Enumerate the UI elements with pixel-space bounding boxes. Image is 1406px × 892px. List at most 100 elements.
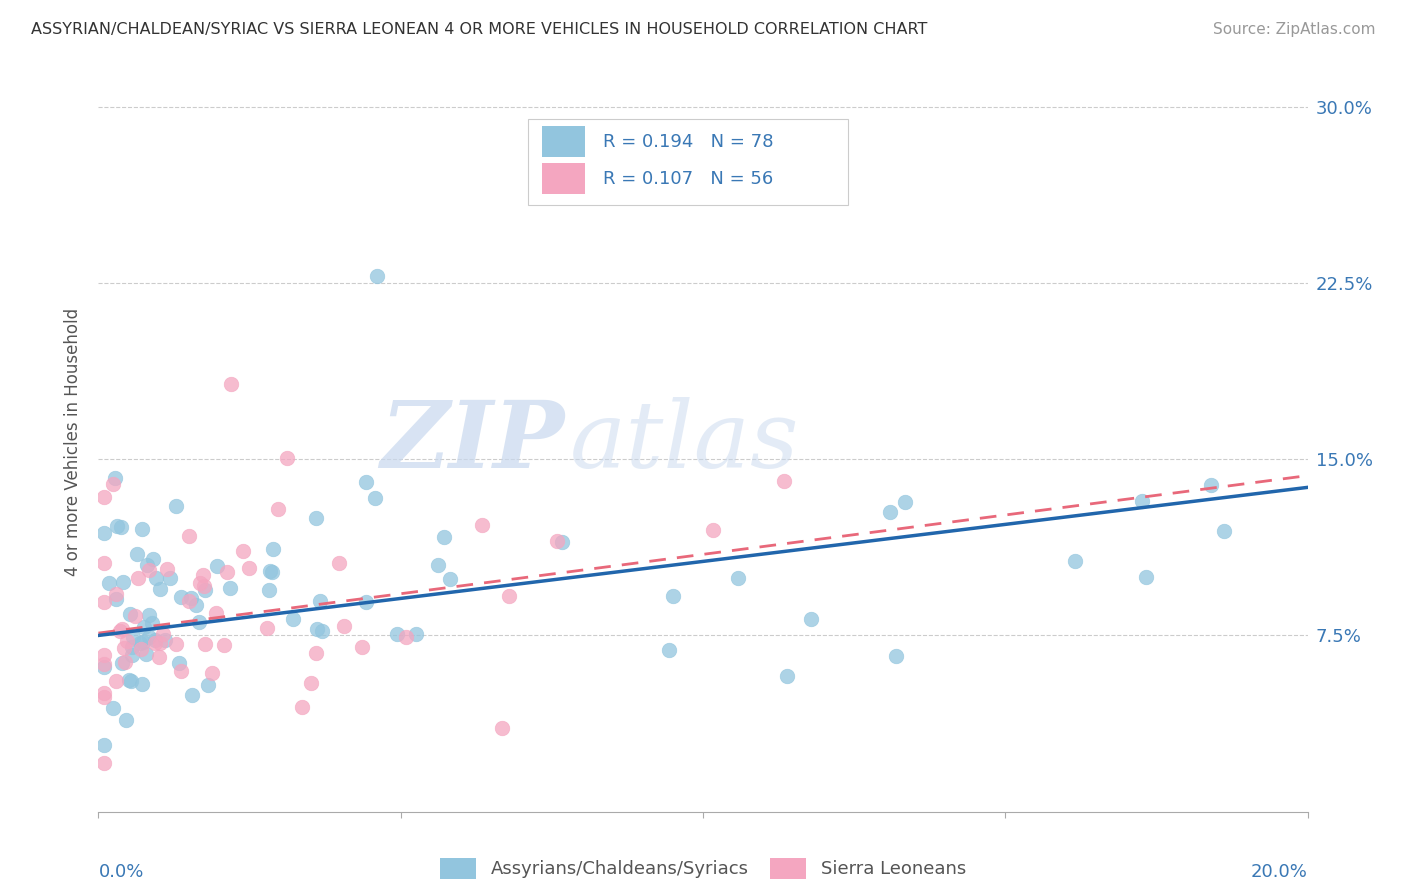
Point [188,615,211,629]
Point [121,674,143,689]
Point [309,594,332,608]
Point [333,619,356,633]
Point [256,621,278,635]
Point [427,558,450,572]
Point [152,627,174,641]
Point [262,542,284,557]
Point [131,522,153,536]
Point [93,686,115,700]
Point [879,504,901,518]
Point [149,635,172,649]
Point [93,690,115,704]
Point [259,564,281,578]
Text: ZIP: ZIP [380,397,564,486]
Point [104,592,127,607]
Point [180,591,202,605]
Point [93,526,115,541]
Point [1212,524,1234,539]
Point [1130,494,1153,508]
Point [179,593,201,607]
Point [191,567,214,582]
Point [498,590,520,604]
Point [129,636,152,650]
Point [262,565,284,579]
Point [188,575,211,590]
FancyBboxPatch shape [527,120,848,204]
Text: R = 0.107   N = 56: R = 0.107 N = 56 [603,169,773,187]
Point [134,620,156,634]
Text: ASSYRIAN/CHALDEAN/SYRIAC VS SIERRA LEONEAN 4 OR MORE VEHICLES IN HOUSEHOLD CORRE: ASSYRIAN/CHALDEAN/SYRIAC VS SIERRA LEONE… [31,22,928,37]
Point [299,676,322,690]
Point [93,657,115,671]
Point [551,535,574,549]
Point [167,657,190,671]
Point [104,673,127,688]
Point [159,571,181,585]
Point [1064,554,1087,568]
Point [491,721,513,735]
Point [122,630,145,644]
Point [799,612,821,626]
Point [112,575,135,590]
Point [112,641,135,656]
Point [219,582,242,596]
Point [215,566,238,580]
Point [205,606,228,620]
Text: atlas: atlas [569,397,800,486]
Point [138,563,160,577]
Point [118,673,141,688]
Point [103,477,125,491]
Point [111,656,134,670]
Point [658,642,681,657]
Point [131,642,153,657]
Text: R = 0.194   N = 78: R = 0.194 N = 78 [603,133,773,151]
Point [194,637,217,651]
Point [894,494,917,508]
Point [93,659,115,673]
Point [101,701,124,715]
Point [132,635,155,649]
Point [305,622,328,636]
Point [662,590,685,604]
Point [727,571,749,585]
Point [238,561,260,575]
Point [305,510,328,524]
Point [104,471,127,485]
Bar [543,163,585,194]
Point [1199,478,1222,492]
Point [105,587,128,601]
Point [115,634,138,648]
Point [291,700,314,714]
Point [118,607,141,622]
Y-axis label: 4 or more Vehicles in Household: 4 or more Vehicles in Household [65,308,83,575]
Point [1135,570,1157,584]
Point [205,559,228,574]
Point [212,638,235,652]
Point [201,666,224,681]
Point [177,529,200,543]
Point [138,630,160,644]
Point [143,633,166,648]
Point [352,640,374,654]
Point [439,572,461,586]
Point [194,583,217,598]
Point [138,608,160,623]
Point [156,562,179,576]
Text: 20.0%: 20.0% [1251,863,1308,881]
Point [114,713,136,727]
Point [232,544,254,558]
Point [136,558,159,573]
Point [93,648,115,662]
Point [305,646,328,660]
Point [366,268,388,283]
Point [186,598,208,612]
Point [197,678,219,692]
Point [111,622,134,636]
Point [328,556,350,570]
Point [884,648,907,663]
Text: Source: ZipAtlas.com: Source: ZipAtlas.com [1212,22,1375,37]
Point [125,548,148,562]
Point [267,501,290,516]
Point [121,640,143,654]
Point [141,615,163,630]
